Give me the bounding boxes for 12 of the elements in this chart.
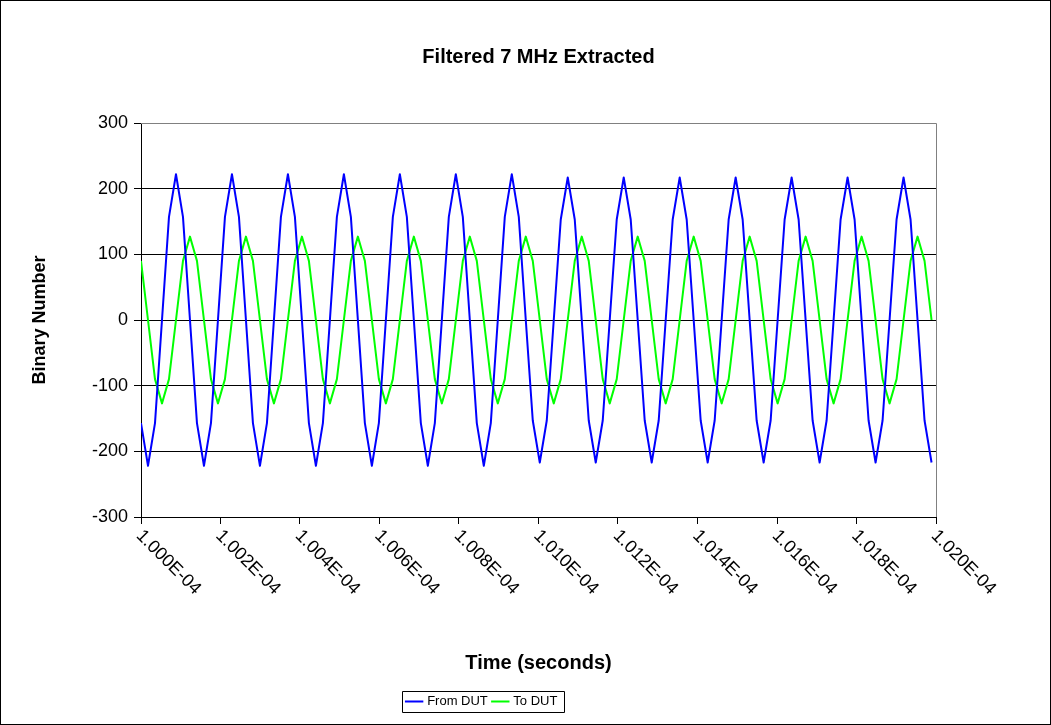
y-tick-label: -100 xyxy=(91,374,128,395)
chart-title: Filtered 7 MHz Extracted xyxy=(422,44,655,67)
y-tick-label: -200 xyxy=(91,440,128,461)
y-tick-label: -300 xyxy=(91,505,128,526)
y-tick-label: 0 xyxy=(117,308,128,329)
y-tick-label: 200 xyxy=(97,177,128,198)
y-tick-label: 100 xyxy=(97,243,128,264)
x-axis-title: Time (seconds) xyxy=(465,650,612,673)
y-axis-title: Binary Number xyxy=(28,255,49,385)
y-tick-label: 300 xyxy=(97,111,128,132)
legend-label: To DUT xyxy=(513,693,558,709)
legend-label: From DUT xyxy=(427,693,488,709)
